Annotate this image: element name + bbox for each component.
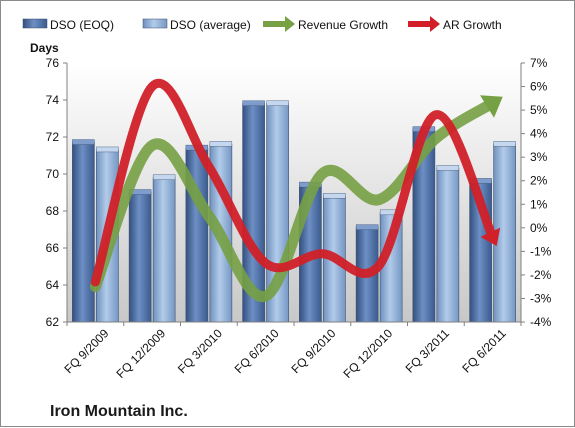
arrow-ar-growth (480, 227, 501, 247)
legend-label-ar-growth: AR Growth (443, 18, 502, 32)
y2-tick-label: -4% (530, 315, 552, 329)
bar-top-cap (266, 100, 289, 106)
legend-swatch-dso-eoq- (22, 18, 48, 29)
bar-dso-average (152, 177, 176, 323)
legend-label-revenue-growth: Revenue Growth (298, 18, 388, 32)
legend: DSO (EOQ) DSO (average) Revenue Growth AR G… (22, 16, 502, 32)
y-tick-label: 74 (46, 93, 60, 107)
bar-top-cap (72, 139, 95, 145)
y2-tick-label: 5% (530, 103, 548, 117)
line-ar-growth (90, 79, 498, 287)
y-tick-label: 72 (46, 130, 60, 144)
arrow-revenue-growth (480, 95, 503, 118)
legend-swatch-dso-average- (142, 18, 168, 29)
y2-tick-label: 2% (530, 174, 548, 188)
y-tick-label: 68 (46, 204, 60, 218)
bar-top-cap (323, 192, 346, 199)
y2-tick-label: 3% (530, 150, 548, 164)
y-axis-label: Days (30, 41, 59, 55)
x-tick-label: FQ 3/2011 (403, 326, 453, 376)
y2-tick-label: 6% (530, 80, 548, 94)
x-tick-label: FQ 6/2011 (459, 326, 509, 376)
y-tick-label: 64 (46, 278, 60, 292)
y2-tick-label: 4% (530, 127, 548, 141)
bar-top-cap (242, 100, 265, 106)
x-tick-label: FQ 6/2010 (232, 326, 282, 376)
y2-tick-label: 0% (530, 221, 548, 235)
bar-top-cap (96, 146, 119, 153)
bar-top-cap (436, 165, 460, 171)
legend-arrow-ar-growth (430, 16, 440, 32)
bar-top-cap (152, 174, 176, 180)
legend-label-dso-eoq-: DSO (EOQ) (50, 18, 114, 32)
y2-tick-label: -1% (530, 244, 552, 258)
y-tick-label: 66 (46, 241, 60, 255)
x-tick-label: FQ 12/2010 (341, 326, 396, 381)
y-tick-label: 70 (46, 167, 60, 181)
y2-tick-label: 1% (530, 197, 548, 211)
y-tick-label: 76 (46, 56, 60, 70)
legend-label-dso-average-: DSO (average) (170, 18, 251, 32)
x-tick-label: FQ 3/2010 (175, 326, 225, 376)
bar-dso-eoq (128, 192, 152, 323)
bar-top-cap (355, 224, 379, 230)
x-tick-label: FQ 12/2009 (114, 326, 169, 381)
x-tick-label: FQ 9/2009 (62, 326, 112, 376)
company-name: Iron Mountain Inc. (50, 403, 188, 420)
x-tick-label: FQ 9/2010 (289, 326, 339, 376)
y-tick-label: 62 (46, 315, 60, 329)
y2-tick-label: -2% (530, 268, 552, 282)
y2-tick-label: -3% (530, 291, 552, 305)
legend-arrow-revenue-growth (285, 16, 295, 32)
bar-dso-eoq (72, 142, 95, 323)
bar-dso-average (436, 168, 460, 323)
bar-top-cap (209, 141, 233, 147)
bar-top-cap (493, 141, 516, 147)
y2-tick-label: 7% (530, 56, 548, 70)
